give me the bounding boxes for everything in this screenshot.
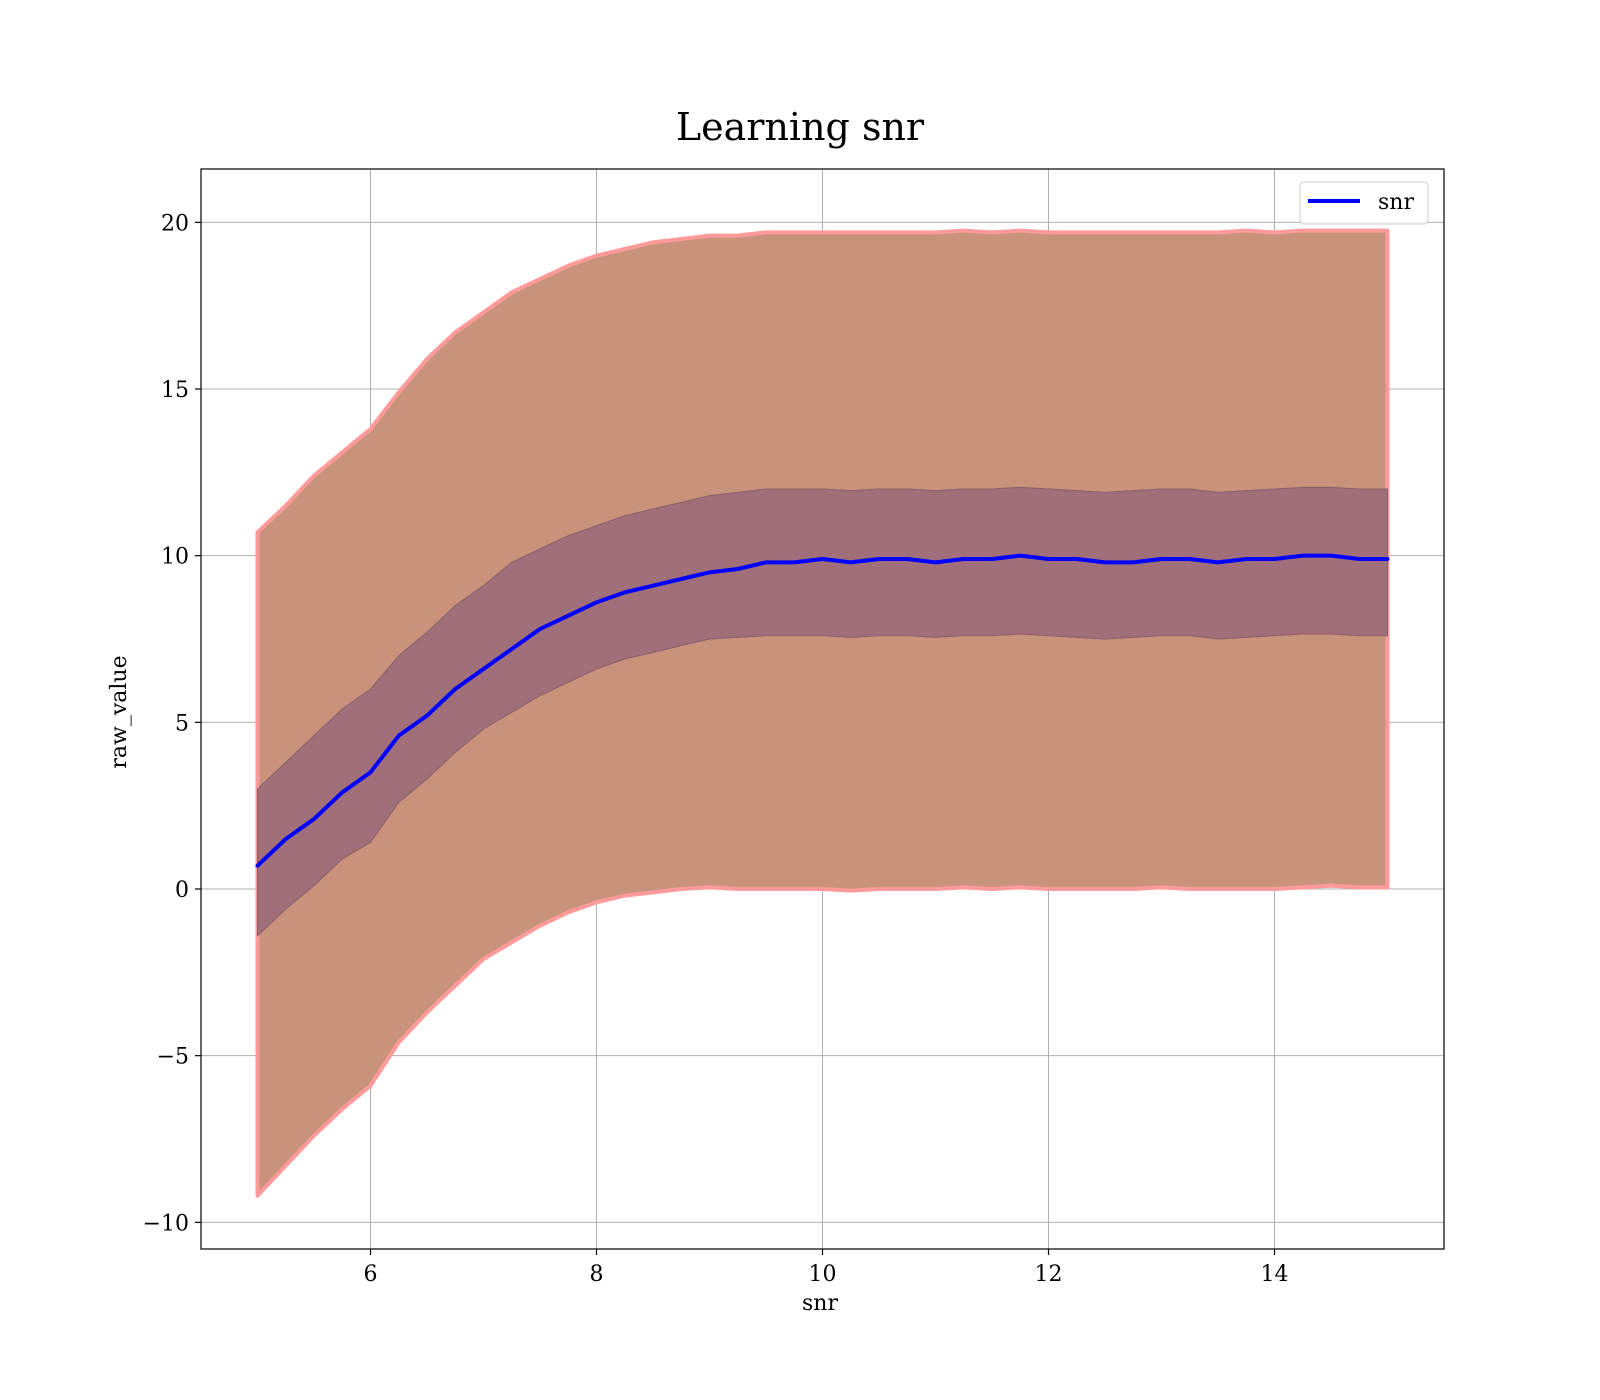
y-tick-label: 10 — [161, 545, 189, 570]
legend: snr — [1299, 181, 1429, 225]
x-axis-label: snr — [802, 1291, 838, 1316]
axis-ticks: 6 8 10 12 14 −10 −5 0 5 10 15 20 — [143, 211, 1289, 1287]
x-tick-label: 6 — [364, 1262, 378, 1287]
y-tick-label: −5 — [157, 1045, 189, 1070]
chart-title: Learning snr — [676, 105, 925, 149]
y-tick-label: −10 — [143, 1211, 189, 1236]
legend-frame — [1299, 181, 1429, 225]
y-tick-label: 20 — [161, 211, 189, 236]
series-lines — [255, 553, 1390, 868]
y-tick-label: 0 — [175, 878, 189, 903]
series-line-snr — [255, 553, 1390, 868]
outer-band — [255, 228, 1390, 1198]
legend-label-snr: snr — [1378, 190, 1414, 215]
y-axis-label: raw_value — [107, 655, 132, 768]
x-tick-label: 12 — [1035, 1262, 1063, 1287]
inner-band — [257, 486, 1388, 937]
x-tick-label: 10 — [809, 1262, 837, 1287]
x-tick-label: 8 — [590, 1262, 604, 1287]
x-tick-label: 14 — [1261, 1262, 1289, 1287]
y-tick-label: 5 — [175, 711, 189, 736]
y-tick-label: 15 — [161, 378, 189, 403]
confidence-bands — [255, 228, 1390, 1198]
